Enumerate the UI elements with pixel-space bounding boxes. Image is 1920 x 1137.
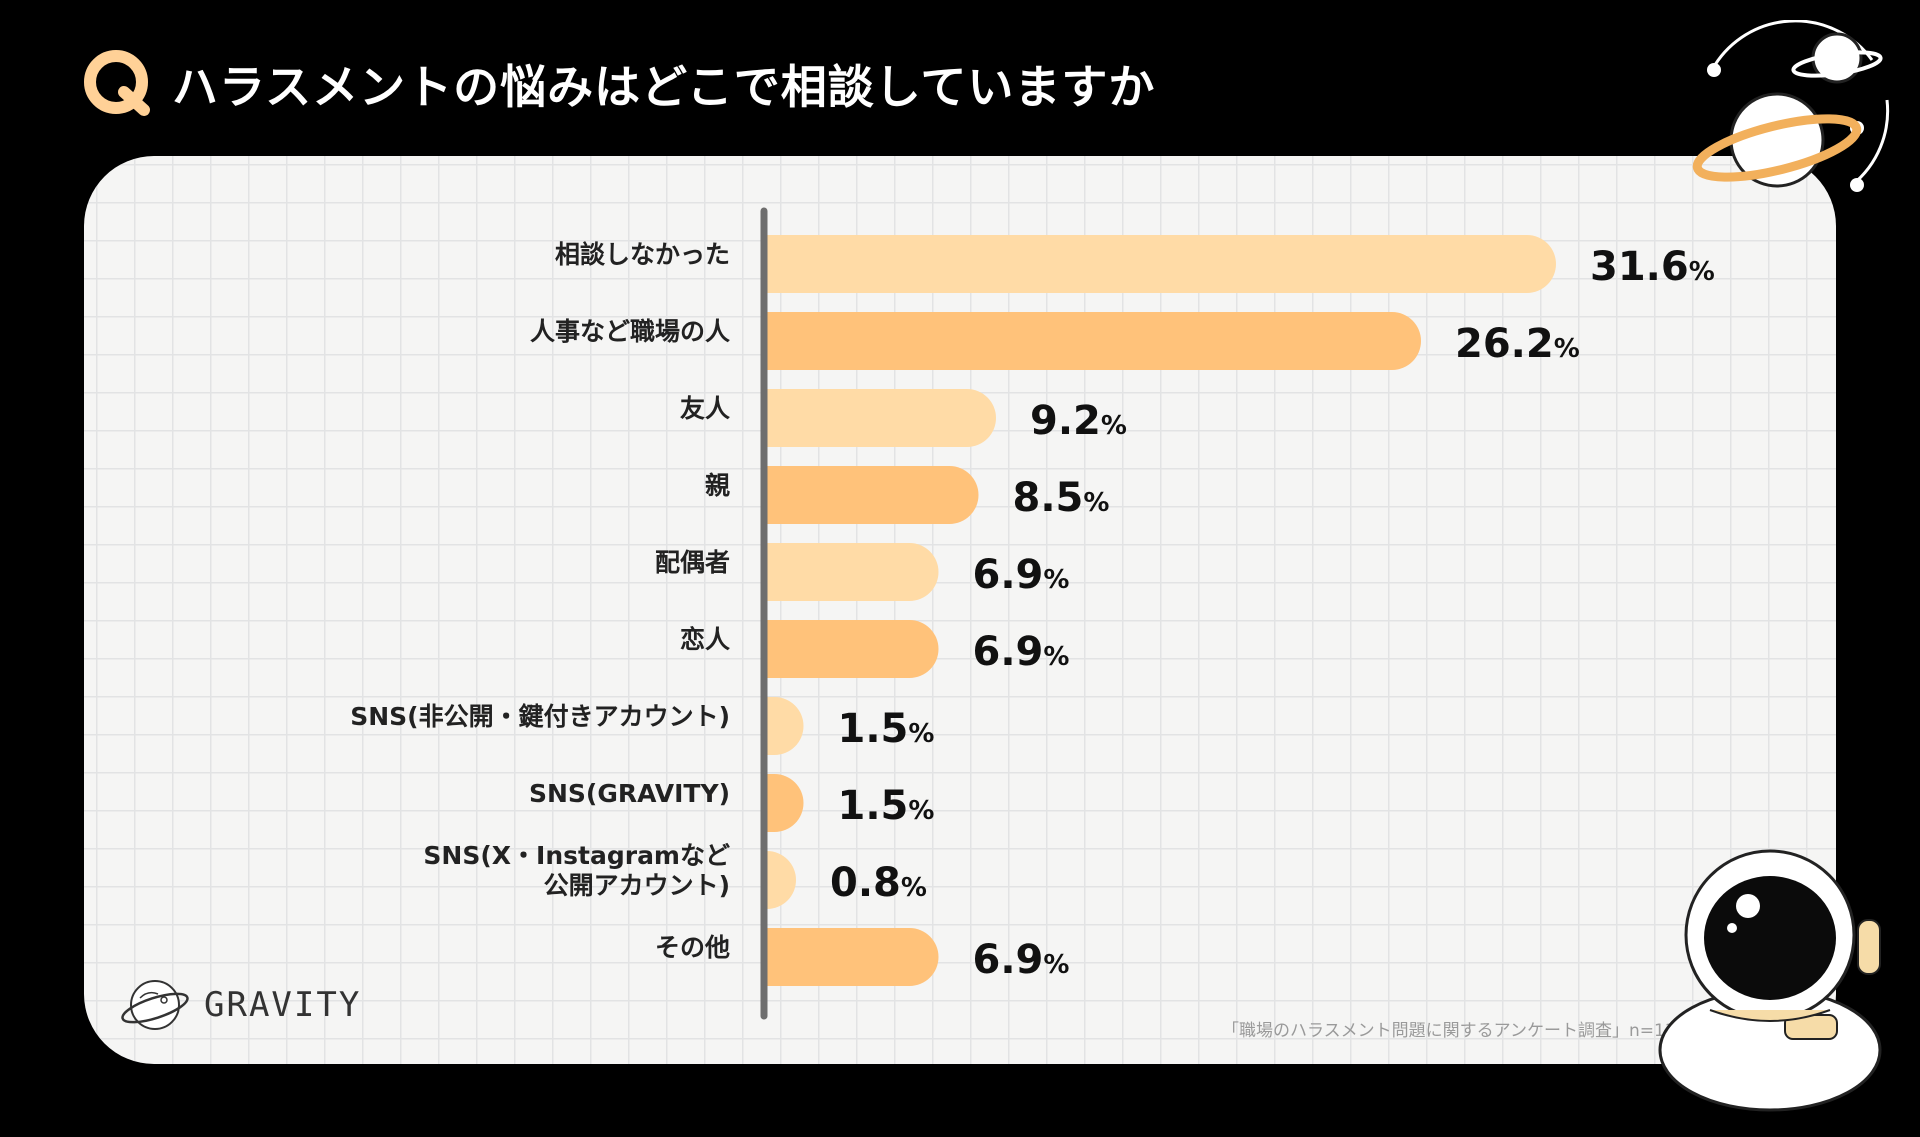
value-label: 6.9% (973, 552, 1070, 598)
bar (766, 312, 1421, 370)
category-label: 友人 (680, 394, 730, 423)
category-label: SNS(非公開・鍵付きアカウント) (350, 702, 730, 731)
bar (766, 543, 939, 601)
category-label: 相談しなかった (555, 240, 730, 269)
bar (766, 466, 979, 524)
category-label: その他 (655, 933, 730, 962)
category-label: SNS(X・Instagramなど公開アカウント) (423, 841, 730, 900)
category-label: 恋人 (680, 625, 730, 654)
value-label: 1.5% (838, 706, 935, 752)
q-badge-icon (84, 50, 150, 116)
value-label: 9.2% (1030, 398, 1127, 444)
q-badge (82, 48, 154, 120)
brand-name: GRAVITY (204, 985, 362, 1025)
planet-logo-icon (121, 980, 189, 1030)
bar (766, 774, 804, 832)
value-label: 6.9% (973, 937, 1070, 983)
source-note: 「職場のハラスメント問題に関するアンケート調査」n=130 (1222, 1021, 1687, 1041)
chart-card: 相談しなかった 31.6% 人事など職場の人 26.2% 友人 9.2% 親 8.5% 配偶者 6… (84, 156, 1836, 1064)
value-label: 26.2% (1455, 321, 1580, 367)
value-label: 8.5% (1013, 475, 1110, 521)
page-header: ハラスメントの悩みはどこで相談していますか (82, 44, 1155, 124)
bar (766, 235, 1556, 293)
astronaut-decoration-icon (1658, 849, 1882, 1112)
brand-logo: GRAVITY (120, 970, 361, 1040)
value-label: 31.6% (1590, 244, 1715, 290)
bar-chart: 相談しなかった 31.6% 人事など職場の人 26.2% 友人 9.2% 親 8.5% 配偶者 6… (350, 207, 1715, 1020)
value-label: 6.9% (973, 629, 1070, 675)
bar (766, 697, 804, 755)
page-title: ハラスメントの悩みはどこで相談していますか (172, 60, 1156, 114)
value-label: 1.5% (838, 783, 935, 829)
category-label: 親 (705, 471, 730, 500)
category-label: 配偶者 (655, 548, 730, 577)
planet-decoration-icon (1692, 20, 1890, 192)
bar (766, 851, 796, 909)
bar (766, 389, 996, 447)
value-label: 0.8% (830, 860, 927, 906)
bar (766, 620, 939, 678)
category-label: SNS(GRAVITY) (529, 779, 730, 808)
bar (766, 928, 939, 986)
category-label: 人事など職場の人 (530, 317, 730, 346)
